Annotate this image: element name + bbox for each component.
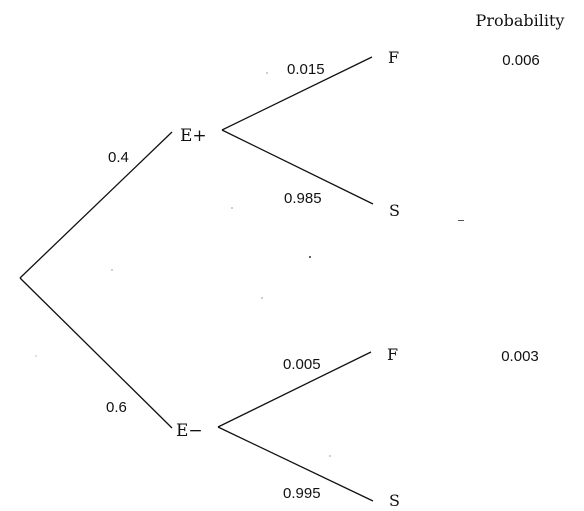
scan-speck (261, 297, 263, 299)
node-e-minus: E− (176, 421, 203, 441)
branch-root-to-e-minus (19, 277, 173, 429)
probability-column-header: Probability (476, 11, 565, 30)
branch-e-minus-to-f (217, 351, 372, 428)
scan-speck (266, 72, 268, 74)
branch-e-plus-to-f (221, 56, 373, 131)
joint-probability-e-plus-f: 0.006 (502, 52, 540, 69)
label-e-minus-to-s: 0.995 (283, 485, 321, 502)
node-e-plus-s: S (389, 201, 400, 220)
label-root-to-e-minus: 0.6 (106, 399, 127, 416)
scan-speck (35, 355, 37, 357)
label-e-plus-to-f: 0.015 (287, 61, 325, 78)
scan-speck (329, 455, 331, 457)
scan-speck (458, 220, 464, 221)
scan-speck (111, 269, 113, 271)
node-e-minus-f: F (387, 345, 398, 364)
node-e-plus: E+ (180, 126, 207, 146)
label-e-plus-to-s: 0.985 (284, 190, 322, 207)
branch-root-to-e-plus (19, 131, 173, 279)
node-e-plus-f: F (388, 48, 399, 67)
branch-e-minus-to-s (217, 426, 374, 502)
scan-speck (308, 255, 312, 259)
branch-e-plus-to-s (221, 129, 374, 205)
scan-speck (231, 207, 233, 209)
joint-probability-e-minus-f: 0.003 (501, 348, 539, 365)
label-e-minus-to-f: 0.005 (283, 356, 321, 373)
node-e-minus-s: S (389, 491, 400, 510)
label-root-to-e-plus: 0.4 (108, 149, 129, 166)
